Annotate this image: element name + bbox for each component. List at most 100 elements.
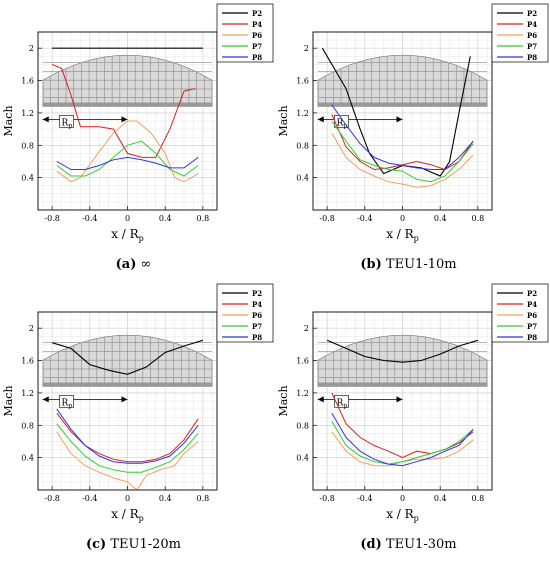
x-tick-label: 0.4 [159, 214, 172, 223]
panel-caption-tag: (c) [86, 537, 106, 552]
series-line-p6 [56, 120, 199, 183]
y-tick-label: 1.6 [21, 357, 34, 366]
x-tick-label: 0 [400, 494, 405, 503]
x-axis-title: x / Rp [386, 227, 419, 243]
x-tick-label: 0 [400, 214, 405, 223]
airship-illustration [42, 54, 213, 107]
x-tick-label: 0.8 [197, 214, 210, 223]
x-tick-label: -0.4 [82, 214, 97, 223]
rp-arrow-head-right [121, 116, 128, 123]
x-tick-label: 0.4 [159, 494, 172, 503]
chart-svg: Rp -0.8 -0.4 0 0.4 0.8 0.4 0.8 1.2 1.6 2 Mach x / Rp… [2, 283, 274, 552]
rp-box [59, 115, 74, 128]
y-tick-label: 1.2 [296, 109, 309, 118]
rp-label: Rp [62, 398, 73, 409]
y-tick-label: 0.4 [296, 174, 309, 183]
series-line-p7 [56, 140, 199, 177]
y-tick-label: 0.4 [21, 454, 34, 463]
y-tick-label: 0.8 [21, 141, 34, 150]
legend: P2 P4 P6 P7 P8 [216, 283, 274, 343]
legend-label: P8 [527, 333, 537, 342]
y-tick-label: 1.6 [21, 77, 34, 86]
chart-panel: Rp -0.8 -0.4 0 0.4 0.8 0.4 0.8 1.2 1.6 2 Mach x / Rp… [0, 280, 275, 564]
airship-cells [317, 335, 488, 387]
legend: P2 P4 P6 P7 P8 [491, 283, 549, 343]
y-tick-label: 0.8 [296, 421, 309, 430]
x-axis-title-sub: p [414, 514, 419, 523]
legend-label: P7 [252, 42, 262, 51]
y-tick-label: 0.4 [296, 454, 309, 463]
rp-arrow-head-right [396, 396, 403, 403]
y-axis-title: Mach [2, 385, 15, 416]
legend-label: P2 [527, 289, 537, 298]
rp-label-sub: p [68, 122, 72, 129]
y-tick-label: 0.4 [21, 174, 34, 183]
legend: P2 P4 P6 P7 P8 [216, 3, 274, 63]
x-tick-label: 0.8 [472, 214, 485, 223]
legend-label: P8 [252, 53, 262, 62]
rp-arrow-head-right [121, 396, 128, 403]
y-axis-title: Mach [2, 105, 15, 136]
x-axis-title: x / Rp [111, 507, 144, 523]
legend-label: P4 [527, 20, 537, 29]
airship-base [318, 102, 487, 107]
rp-arrow-head-left [317, 396, 324, 403]
legend-box [491, 283, 549, 343]
rp-label-sub: p [68, 402, 72, 409]
airship-illustration [42, 334, 213, 387]
panel-caption-tag: (b) [360, 257, 381, 272]
chart-svg: Rp -0.8 -0.4 0 0.4 0.8 0.4 0.8 1.2 1.6 2 Mach x / Rp… [277, 3, 549, 272]
y-tick-label: 2 [304, 324, 309, 333]
legend-label: P7 [527, 322, 537, 331]
x-axis-title: x / Rp [111, 227, 144, 243]
series-line-p6 [56, 431, 199, 491]
y-axis-title: Mach [277, 385, 290, 416]
legend-box [491, 3, 549, 63]
series-line-p7 [331, 120, 474, 183]
legend-label: P4 [527, 300, 537, 309]
legend-label: P7 [527, 42, 537, 51]
chart-panel: Rp -0.8 -0.4 0 0.4 0.8 0.4 0.8 1.2 1.6 2 Mach x / Rp… [275, 280, 550, 564]
panel-caption: (d) TEU1-30m [360, 537, 456, 552]
airship-base [43, 102, 212, 107]
y-tick-label: 1.6 [296, 77, 309, 86]
series-line-p2 [326, 339, 479, 363]
panel-caption-tag: (d) [360, 537, 381, 552]
series-line-p8 [56, 156, 199, 170]
y-axis-title: Mach [277, 105, 290, 136]
chart-svg: Rp -0.8 -0.4 0 0.4 0.8 0.4 0.8 1.2 1.6 2 Mach x / Rp… [277, 283, 549, 552]
panel-caption: (c) TEU1-20m [86, 537, 181, 552]
y-tick-label: 2 [29, 44, 34, 53]
chart-panel: Rp -0.8 -0.4 0 0.4 0.8 0.4 0.8 1.2 1.6 2 Mach x / Rp… [275, 0, 550, 284]
y-tick-label: 1.6 [296, 357, 309, 366]
x-tick-label: 0.4 [434, 494, 447, 503]
rp-label: Rp [337, 398, 348, 409]
airship-cells [42, 55, 213, 107]
x-tick-label: -0.8 [44, 214, 59, 223]
series-line-p7 [56, 423, 199, 473]
rp-arrow-head-right [396, 116, 403, 123]
x-axis-title-sub: p [139, 514, 144, 523]
rp-label-sub: p [343, 402, 347, 409]
airship-base [318, 382, 487, 387]
legend-label: P7 [252, 322, 262, 331]
rp-label: Rp [62, 118, 73, 129]
x-tick-label: 0.8 [472, 494, 485, 503]
panel-caption-tag: (a) [116, 257, 137, 272]
x-axis-title-sub: p [139, 234, 144, 243]
x-tick-label: -0.8 [319, 494, 334, 503]
panel-caption: (b) TEU1-10m [360, 257, 456, 272]
y-tick-label: 0.8 [296, 141, 309, 150]
y-tick-label: 2 [29, 324, 34, 333]
x-tick-label: 0 [125, 214, 130, 223]
legend: P2 P4 P6 P7 P8 [491, 3, 549, 63]
series-line-p4 [51, 63, 196, 158]
x-tick-label: 0 [125, 494, 130, 503]
panel-caption-label: TEU1-20m [106, 537, 181, 552]
legend-label: P6 [252, 311, 262, 320]
legend-label: P2 [527, 9, 537, 18]
x-tick-label: -0.4 [82, 494, 97, 503]
x-tick-label: 0.4 [434, 214, 447, 223]
legend-label: P2 [252, 289, 262, 298]
chart-svg: Rp -0.8 -0.4 0 0.4 0.8 0.4 0.8 1.2 1.6 2 Mach x / Rp… [2, 3, 274, 272]
